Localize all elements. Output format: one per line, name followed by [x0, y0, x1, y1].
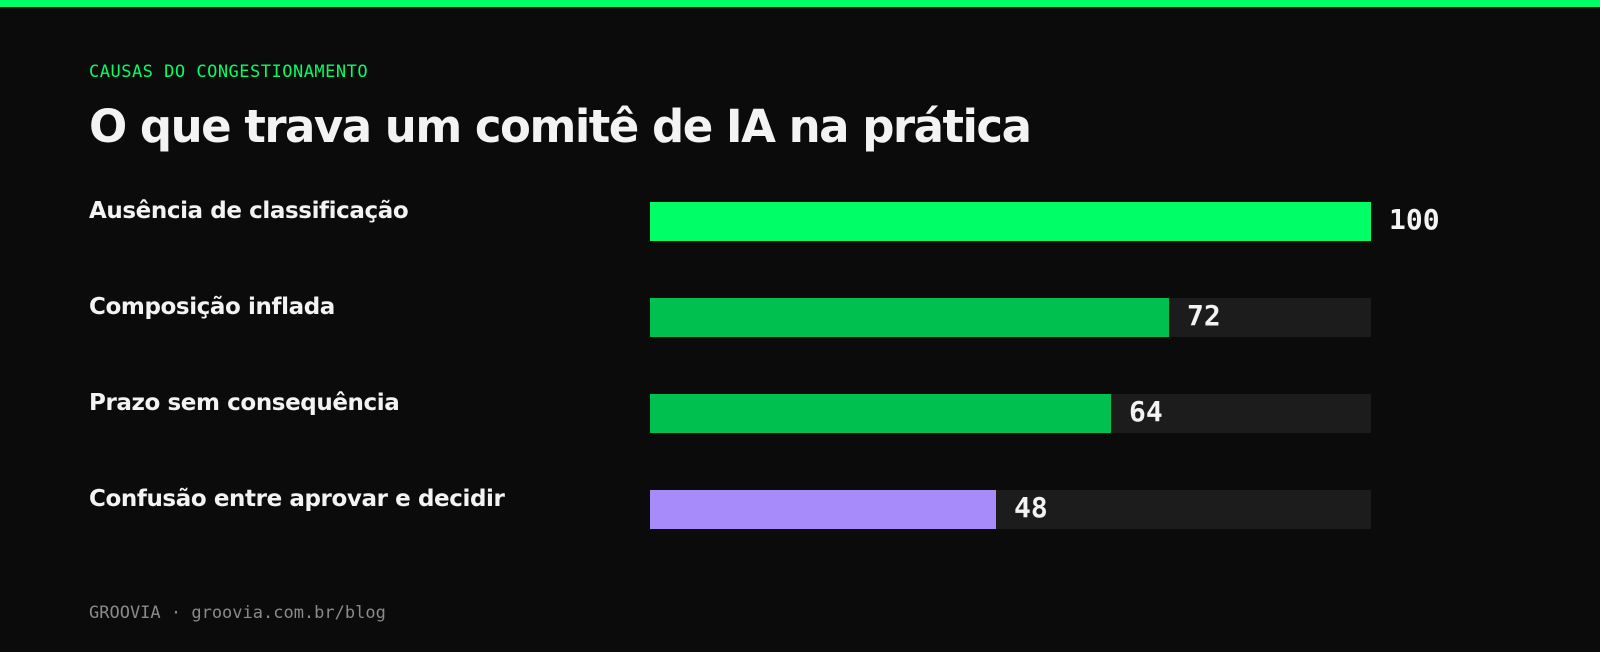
bar-value-label: 48	[1014, 491, 1048, 524]
bar-category-label: Prazo sem consequência	[89, 390, 400, 416]
bar-value-label: 100	[1389, 203, 1440, 236]
section-kicker: CAUSAS DO CONGESTIONAMENTO	[89, 62, 369, 82]
bar-category-label: Composição inflada	[89, 294, 335, 320]
bar	[650, 394, 1111, 433]
bar	[650, 298, 1169, 337]
bar	[650, 202, 1371, 241]
bar-category-label: Ausência de classificação	[89, 198, 409, 224]
top-accent-stripe	[0, 0, 1600, 7]
page-title: O que trava um comitê de IA na prática	[89, 100, 1032, 153]
footer-credit: GROOVIA · groovia.com.br/blog	[89, 603, 386, 623]
bar-category-label: Confusão entre aprovar e decidir	[89, 486, 505, 512]
bar-value-label: 64	[1129, 395, 1163, 428]
bar-value-label: 72	[1187, 299, 1221, 332]
bar	[650, 490, 996, 529]
